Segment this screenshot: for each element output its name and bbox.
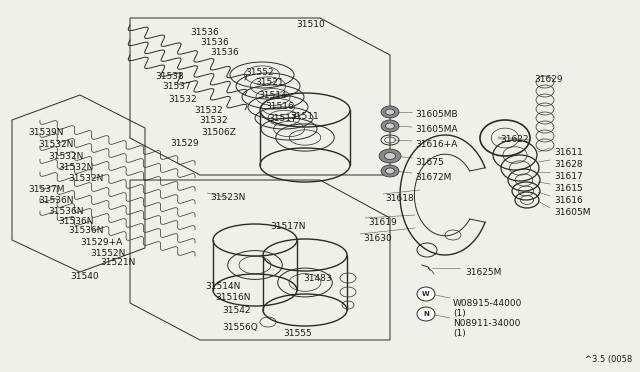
Text: 31619: 31619 — [368, 218, 397, 227]
Text: 31537M: 31537M — [28, 185, 65, 194]
Text: 31536: 31536 — [190, 28, 219, 37]
Ellipse shape — [381, 106, 399, 118]
Text: 31539N: 31539N — [28, 128, 63, 137]
Text: 31617: 31617 — [554, 172, 583, 181]
Text: 31483: 31483 — [303, 274, 332, 283]
Ellipse shape — [381, 120, 399, 132]
Text: 31542: 31542 — [222, 306, 250, 315]
Ellipse shape — [385, 153, 396, 160]
Text: 31511: 31511 — [290, 112, 319, 121]
Text: 31615: 31615 — [554, 184, 583, 193]
Text: 31536N: 31536N — [68, 226, 104, 235]
Text: 31537: 31537 — [162, 82, 191, 91]
Text: 31521N: 31521N — [100, 258, 136, 267]
Text: 31616: 31616 — [554, 196, 583, 205]
Text: ^3.5 (0058: ^3.5 (0058 — [585, 355, 632, 364]
Text: 31556Q: 31556Q — [222, 323, 258, 332]
Text: 31523N: 31523N — [210, 193, 245, 202]
Text: 31616+A: 31616+A — [415, 140, 458, 149]
Ellipse shape — [379, 149, 401, 163]
Text: 31514: 31514 — [258, 91, 287, 100]
Text: 31532N: 31532N — [38, 140, 74, 149]
Text: 31618: 31618 — [385, 194, 413, 203]
Text: 31536: 31536 — [200, 38, 228, 47]
Ellipse shape — [417, 307, 435, 321]
Ellipse shape — [385, 123, 394, 129]
Text: 31536: 31536 — [210, 48, 239, 57]
Text: 31536N: 31536N — [48, 207, 83, 216]
Text: 31675: 31675 — [415, 158, 444, 167]
Text: 31552N: 31552N — [90, 249, 125, 258]
Text: 31552: 31552 — [245, 68, 274, 77]
Text: (1): (1) — [453, 309, 466, 318]
Text: 31605M: 31605M — [554, 208, 591, 217]
Text: 31611: 31611 — [554, 148, 583, 157]
Text: 31628: 31628 — [554, 160, 582, 169]
Text: N: N — [423, 311, 429, 317]
Text: (1): (1) — [453, 329, 466, 338]
Text: 31605MB: 31605MB — [415, 110, 458, 119]
Text: 31532N: 31532N — [48, 152, 83, 161]
Text: 31517: 31517 — [268, 114, 297, 123]
Text: 31532: 31532 — [194, 106, 223, 115]
Text: 31555: 31555 — [283, 329, 312, 338]
Ellipse shape — [381, 165, 399, 177]
Text: 31510: 31510 — [296, 20, 324, 29]
Text: 31529+A: 31529+A — [80, 238, 122, 247]
Text: 31622: 31622 — [500, 135, 529, 144]
Text: 31605MA: 31605MA — [415, 125, 458, 134]
Ellipse shape — [417, 287, 435, 301]
Text: 31672M: 31672M — [415, 173, 451, 182]
Text: 31532N: 31532N — [58, 163, 93, 172]
Text: 31516N: 31516N — [215, 293, 250, 302]
Text: 31540: 31540 — [70, 272, 99, 281]
Ellipse shape — [385, 168, 394, 174]
Text: 31521: 31521 — [255, 78, 284, 87]
Text: 31536N: 31536N — [38, 196, 74, 205]
Text: 31532: 31532 — [168, 95, 196, 104]
Text: 31532N: 31532N — [68, 174, 104, 183]
Text: 31630: 31630 — [363, 234, 392, 243]
Text: 31514N: 31514N — [205, 282, 241, 291]
Text: 31506Z: 31506Z — [201, 128, 236, 137]
Text: 31536N: 31536N — [58, 217, 93, 226]
Text: 31529: 31529 — [170, 139, 198, 148]
Text: 31629: 31629 — [534, 75, 563, 84]
Text: W08915-44000: W08915-44000 — [453, 299, 522, 308]
Text: 31532: 31532 — [199, 116, 228, 125]
Text: W: W — [422, 291, 430, 297]
Ellipse shape — [385, 109, 394, 115]
Text: N08911-34000: N08911-34000 — [453, 319, 520, 328]
Text: 31517N: 31517N — [270, 222, 305, 231]
Text: 31625M: 31625M — [465, 268, 501, 277]
Text: 31516: 31516 — [265, 102, 294, 111]
Text: 31538: 31538 — [155, 72, 184, 81]
